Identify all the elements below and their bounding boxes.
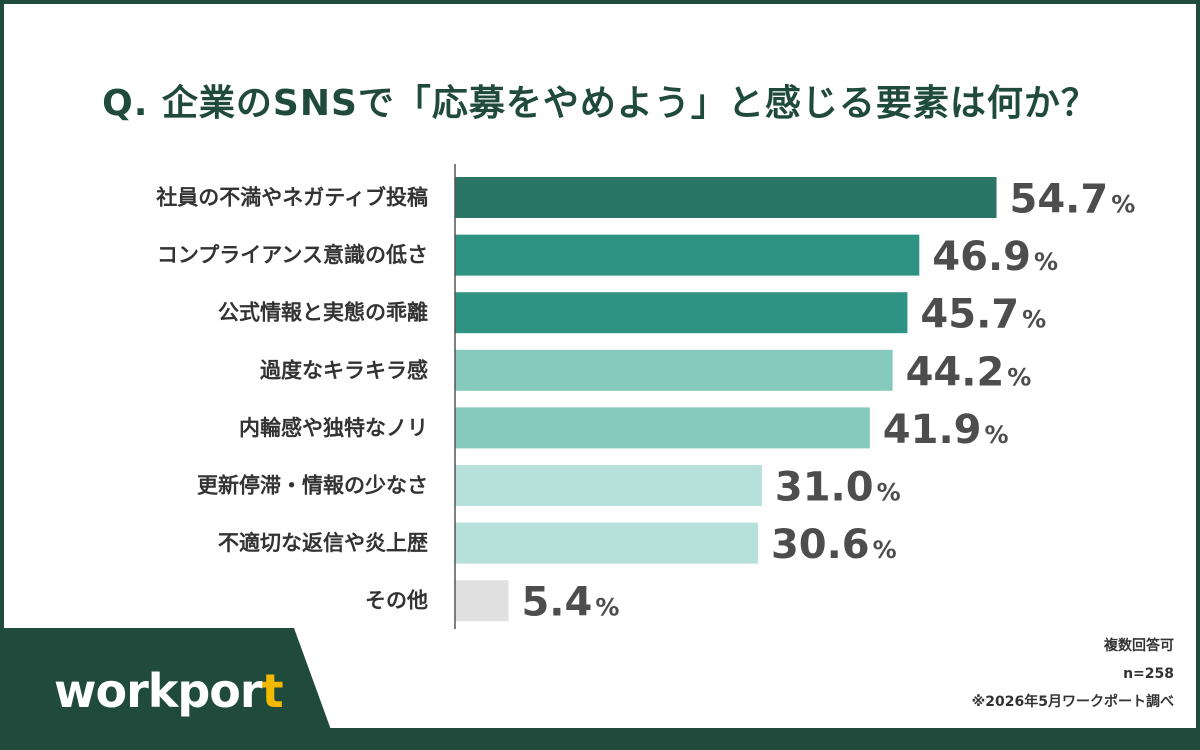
bar — [455, 465, 762, 506]
footnotes: 複数回答可 n=258 ※2026年5月ワークポート調べ — [972, 632, 1174, 716]
value-label: 54.7% — [1010, 177, 1136, 223]
value-label: 31.0% — [775, 465, 901, 511]
category-label: 公式情報と実態の乖離 — [218, 301, 428, 325]
workport-logo: workport — [54, 664, 284, 718]
value-label: 41.9% — [883, 407, 1009, 453]
chart-card: Q. 企業のSNSで「応募をやめよう」と感じる要素は何か？ 社員の不満やネガティ… — [4, 4, 1196, 728]
bar — [455, 349, 893, 391]
value-label: 46.9% — [932, 234, 1058, 280]
bar — [455, 292, 908, 334]
category-label: 不適切な返信や炎上歴 — [218, 531, 428, 555]
bar — [455, 522, 758, 564]
category-label: 社員の不満やネガティブ投稿 — [155, 186, 428, 210]
bar — [455, 580, 509, 622]
value-label: 30.6% — [771, 522, 897, 568]
bar — [455, 234, 920, 276]
bar-chart: 社員の不満やネガティブ投稿 54.7 % コンプライアンス意識の低さ 46.9 % 公式情報… — [155, 164, 1136, 629]
value-label: 44.2% — [906, 349, 1032, 395]
category-label: コンプライアンス意識の低さ — [157, 243, 428, 267]
category-label: 更新停滞・情報の少なさ — [197, 474, 428, 498]
note-sample-size: n=258 — [1123, 666, 1174, 682]
chart-title: Q. 企業のSNSで「応募をやめよう」と感じる要素は何か？ — [102, 83, 1098, 124]
bar — [455, 407, 870, 449]
logo-panel: workport — [4, 628, 334, 728]
value-label: 5.4% — [521, 580, 619, 626]
category-label: その他 — [365, 589, 428, 613]
bar — [455, 177, 997, 218]
category-label: 過度なキラキラ感 — [260, 358, 428, 382]
note-multiple-answers: 複数回答可 — [1104, 638, 1174, 654]
value-label: 45.7% — [920, 292, 1046, 338]
logo-accent: t — [261, 664, 284, 718]
logo-text: workpor — [54, 664, 263, 718]
note-source: ※2026年5月ワークポート調べ — [971, 694, 1174, 710]
category-label: 内輪感や独特なノリ — [239, 416, 428, 440]
